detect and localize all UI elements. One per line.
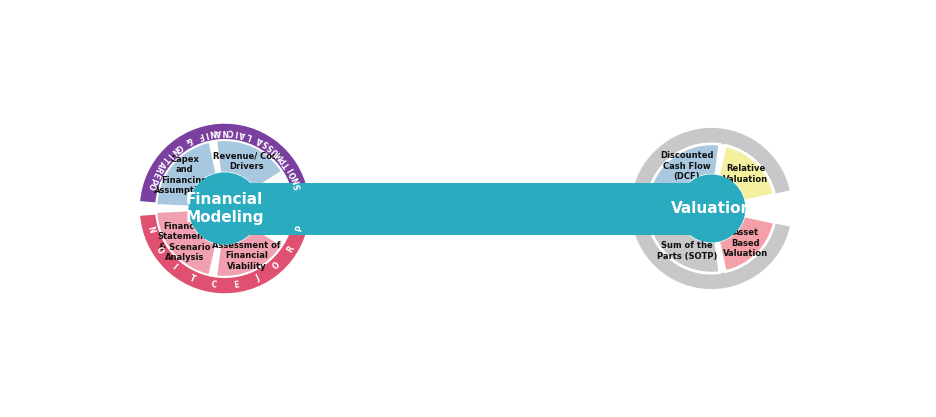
Text: N: N xyxy=(222,127,227,136)
Text: &: & xyxy=(184,134,194,146)
Text: P: P xyxy=(279,154,289,164)
Text: I: I xyxy=(286,166,296,173)
Text: T: T xyxy=(283,159,293,169)
Wedge shape xyxy=(215,228,283,277)
Text: F: F xyxy=(197,130,204,141)
Text: S: S xyxy=(266,141,275,152)
Text: J: J xyxy=(255,274,261,283)
Text: R: R xyxy=(285,244,296,254)
Text: T: T xyxy=(188,274,197,284)
Text: Assessment of
Financial
Viability: Assessment of Financial Viability xyxy=(212,241,281,271)
Text: T: T xyxy=(160,154,170,164)
Wedge shape xyxy=(139,214,308,294)
Text: E: E xyxy=(233,280,240,289)
Text: R: R xyxy=(153,164,164,174)
Text: I: I xyxy=(166,151,174,159)
Bar xyxy=(225,183,711,234)
Text: N: N xyxy=(168,145,180,156)
Text: O: O xyxy=(146,181,156,191)
Text: I: I xyxy=(170,262,178,271)
Text: P: P xyxy=(294,224,304,232)
Text: Financial
Modeling: Financial Modeling xyxy=(185,192,264,225)
Text: Sum of the
Parts (SOTP): Sum of the Parts (SOTP) xyxy=(657,241,717,261)
Text: S: S xyxy=(293,182,303,190)
Wedge shape xyxy=(651,221,720,273)
Text: A: A xyxy=(256,135,265,146)
Text: C: C xyxy=(227,127,234,136)
Text: Financial
Statements
& Scenario
Analysis: Financial Statements & Scenario Analysis xyxy=(157,222,212,262)
Text: N: N xyxy=(209,127,216,137)
Wedge shape xyxy=(651,144,720,196)
Text: O: O xyxy=(288,170,300,179)
Text: N: N xyxy=(291,176,301,185)
Text: O: O xyxy=(271,260,282,271)
Text: E: E xyxy=(150,170,161,179)
Text: G: G xyxy=(173,141,184,152)
Wedge shape xyxy=(215,140,283,189)
Wedge shape xyxy=(139,123,308,203)
Text: I: I xyxy=(204,129,209,138)
Text: Valuation: Valuation xyxy=(671,201,752,216)
Text: L: L xyxy=(245,130,253,140)
Wedge shape xyxy=(156,210,217,276)
Text: Capex
and
Financing
Assumptions: Capex and Financing Assumptions xyxy=(154,155,215,195)
Text: C: C xyxy=(211,280,217,290)
Text: S: S xyxy=(261,138,271,148)
Text: Relative
Valuation: Relative Valuation xyxy=(724,164,768,183)
Wedge shape xyxy=(630,127,791,290)
Text: Asset
Based
Valuation: Asset Based Valuation xyxy=(724,228,768,258)
Text: U: U xyxy=(270,145,281,156)
Wedge shape xyxy=(719,146,774,201)
Text: I: I xyxy=(235,128,239,137)
Text: Discounted
Cash Flow
(DCF): Discounted Cash Flow (DCF) xyxy=(660,151,713,181)
Circle shape xyxy=(189,173,260,244)
Wedge shape xyxy=(156,141,217,207)
Text: M: M xyxy=(274,148,285,161)
Text: N: N xyxy=(145,226,155,234)
Text: Revenue/ Cost
Drivers: Revenue/ Cost Drivers xyxy=(212,151,281,171)
Text: A: A xyxy=(156,159,167,169)
Text: A: A xyxy=(239,128,247,138)
Wedge shape xyxy=(719,216,774,271)
Circle shape xyxy=(678,175,745,242)
Text: O: O xyxy=(154,245,165,255)
Text: A: A xyxy=(215,127,222,136)
Text: P: P xyxy=(148,176,158,184)
